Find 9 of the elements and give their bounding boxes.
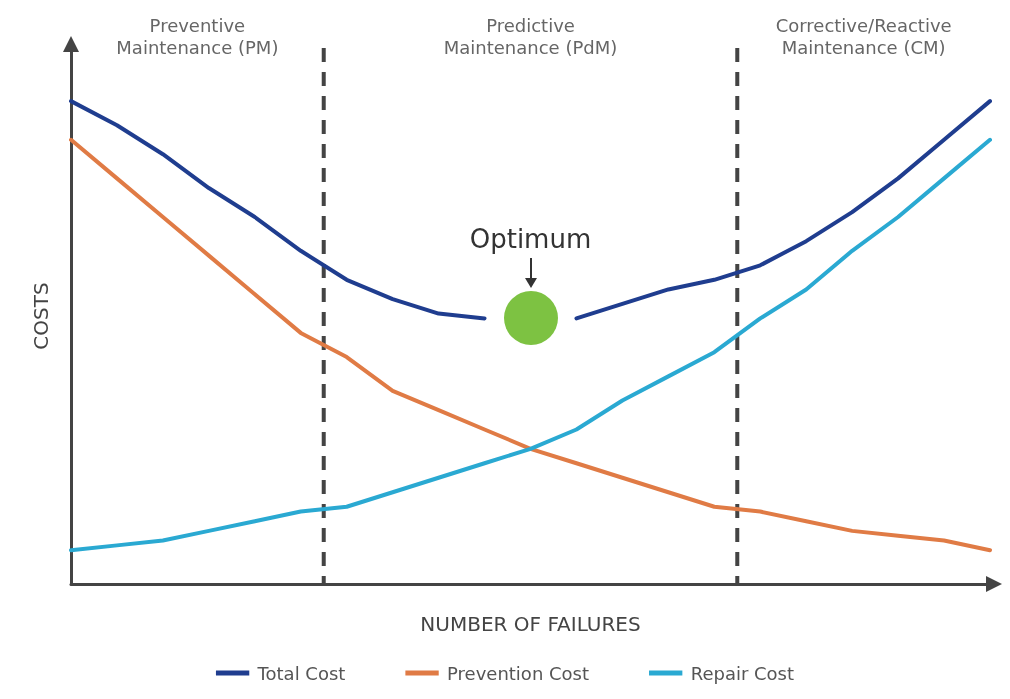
legend-label: Prevention Cost (447, 662, 590, 684)
text: Corrective/Reactive Maintenance (CM) (775, 14, 952, 58)
legend-label: Repair Cost (690, 662, 795, 684)
annotation: Optimum (469, 224, 592, 255)
text: Preventive Maintenance (PM) (116, 14, 279, 58)
y-axis-title: COSTS (29, 282, 53, 350)
legend-label: Total Cost (256, 662, 346, 684)
x-axis-title: NUMBER OF FAILURES (420, 612, 641, 636)
text: Predictive Maintenance (PdM) (443, 14, 618, 58)
